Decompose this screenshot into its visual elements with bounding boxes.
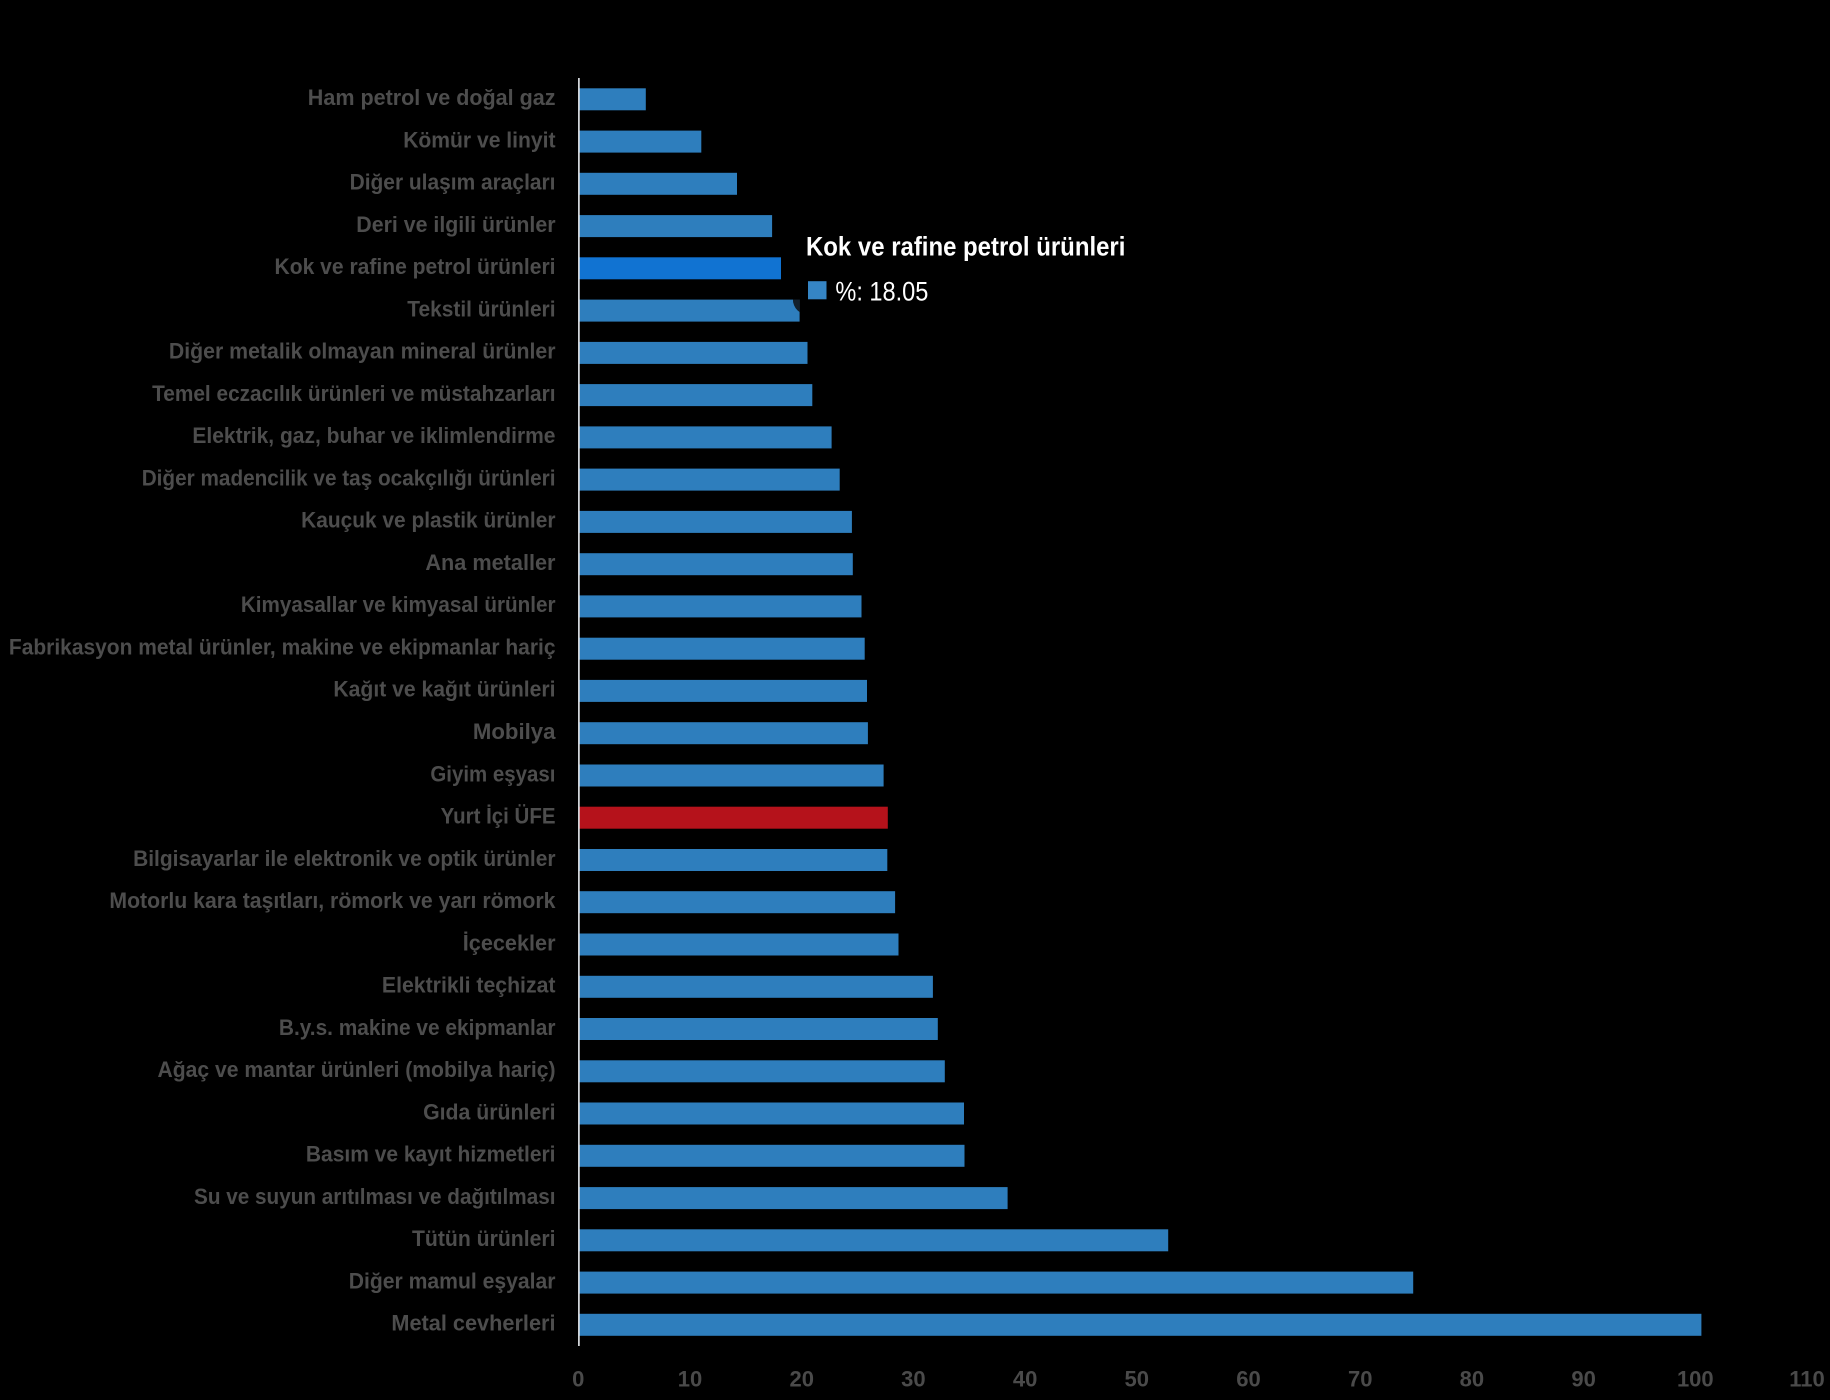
- svg-text:70: 70: [1348, 1367, 1372, 1392]
- svg-text:Kok ve rafine petrol ürünleri: Kok ve rafine petrol ürünleri: [806, 232, 1125, 262]
- svg-text:90: 90: [1571, 1367, 1595, 1392]
- svg-text:İçecekler: İçecekler: [463, 930, 556, 955]
- svg-text:Motorlu kara taşıtları, römork: Motorlu kara taşıtları, römork ve yarı r…: [109, 888, 556, 913]
- svg-text:Diğer ulaşım araçları: Diğer ulaşım araçları: [350, 170, 556, 195]
- svg-text:Kok ve rafine petrol ürünleri: Kok ve rafine petrol ürünleri: [275, 254, 556, 279]
- svg-text:Diğer madencilik ve taş ocakçı: Diğer madencilik ve taş ocakçılığı ürünl…: [142, 465, 556, 490]
- svg-text:%: 18.05: %: 18.05: [835, 276, 928, 306]
- svg-text:Ana metaller: Ana metaller: [425, 550, 556, 575]
- svg-text:80: 80: [1460, 1367, 1484, 1392]
- svg-text:Fabrikasyon metal ürünler, mak: Fabrikasyon metal ürünler, makine ve eki…: [9, 635, 556, 660]
- svg-text:Tekstil ürünleri: Tekstil ürünleri: [407, 296, 555, 321]
- svg-text:Bilgisayarlar ile elektronik v: Bilgisayarlar ile elektronik ve optik ür…: [133, 846, 556, 871]
- svg-text:Tütün ürünleri: Tütün ürünleri: [412, 1226, 556, 1251]
- svg-text:Elektrik, gaz, buhar ve ikliml: Elektrik, gaz, buhar ve iklimlendirme: [192, 423, 555, 448]
- svg-text:Diğer metalik olmayan mineral: Diğer metalik olmayan mineral ürünler: [169, 339, 556, 364]
- svg-text:Ham petrol ve doğal gaz: Ham petrol ve doğal gaz: [308, 85, 556, 110]
- svg-text:Giyim eşyası: Giyim eşyası: [430, 761, 555, 786]
- svg-text:Mobilya: Mobilya: [473, 719, 556, 744]
- svg-text:Gıda ürünleri: Gıda ürünleri: [423, 1099, 555, 1124]
- svg-text:Diğer mamul eşyalar: Diğer mamul eşyalar: [349, 1268, 556, 1293]
- svg-text:60: 60: [1236, 1367, 1260, 1392]
- svg-text:100: 100: [1677, 1367, 1714, 1392]
- svg-text:Temel eczacılık ürünleri ve mü: Temel eczacılık ürünleri ve müstahzarlar…: [152, 381, 555, 406]
- svg-text:110: 110: [1789, 1367, 1825, 1392]
- svg-text:Deri ve ilgili ürünler: Deri ve ilgili ürünler: [356, 212, 556, 237]
- svg-text:Kauçuk ve plastik ürünler: Kauçuk ve plastik ürünler: [301, 508, 556, 533]
- svg-text:0: 0: [572, 1367, 584, 1392]
- svg-text:50: 50: [1125, 1367, 1149, 1392]
- svg-text:B.y.s. makine ve ekipmanlar: B.y.s. makine ve ekipmanlar: [279, 1015, 556, 1040]
- svg-text:Su ve suyun arıtılması ve dağı: Su ve suyun arıtılması ve dağıtılması: [194, 1184, 556, 1209]
- svg-text:Kağıt ve kağıt ürünleri: Kağıt ve kağıt ürünleri: [333, 677, 555, 702]
- svg-text:30: 30: [901, 1367, 925, 1392]
- svg-text:Elektrikli teçhizat: Elektrikli teçhizat: [382, 973, 556, 998]
- svg-text:Kömür ve linyit: Kömür ve linyit: [403, 127, 556, 152]
- svg-text:10: 10: [678, 1367, 702, 1392]
- svg-text:40: 40: [1013, 1367, 1037, 1392]
- svg-text:20: 20: [789, 1367, 813, 1392]
- svg-text:Basım ve kayıt hizmetleri: Basım ve kayıt hizmetleri: [306, 1142, 556, 1167]
- svg-text:Yurt İçi ÜFE: Yurt İçi ÜFE: [441, 804, 556, 829]
- svg-text:Kimyasallar ve kimyasal ürünle: Kimyasallar ve kimyasal ürünler: [241, 592, 556, 617]
- svg-text:Metal cevherleri: Metal cevherleri: [391, 1311, 555, 1336]
- svg-text:Ağaç ve mantar ürünleri (mobil: Ağaç ve mantar ürünleri (mobilya hariç): [158, 1057, 556, 1082]
